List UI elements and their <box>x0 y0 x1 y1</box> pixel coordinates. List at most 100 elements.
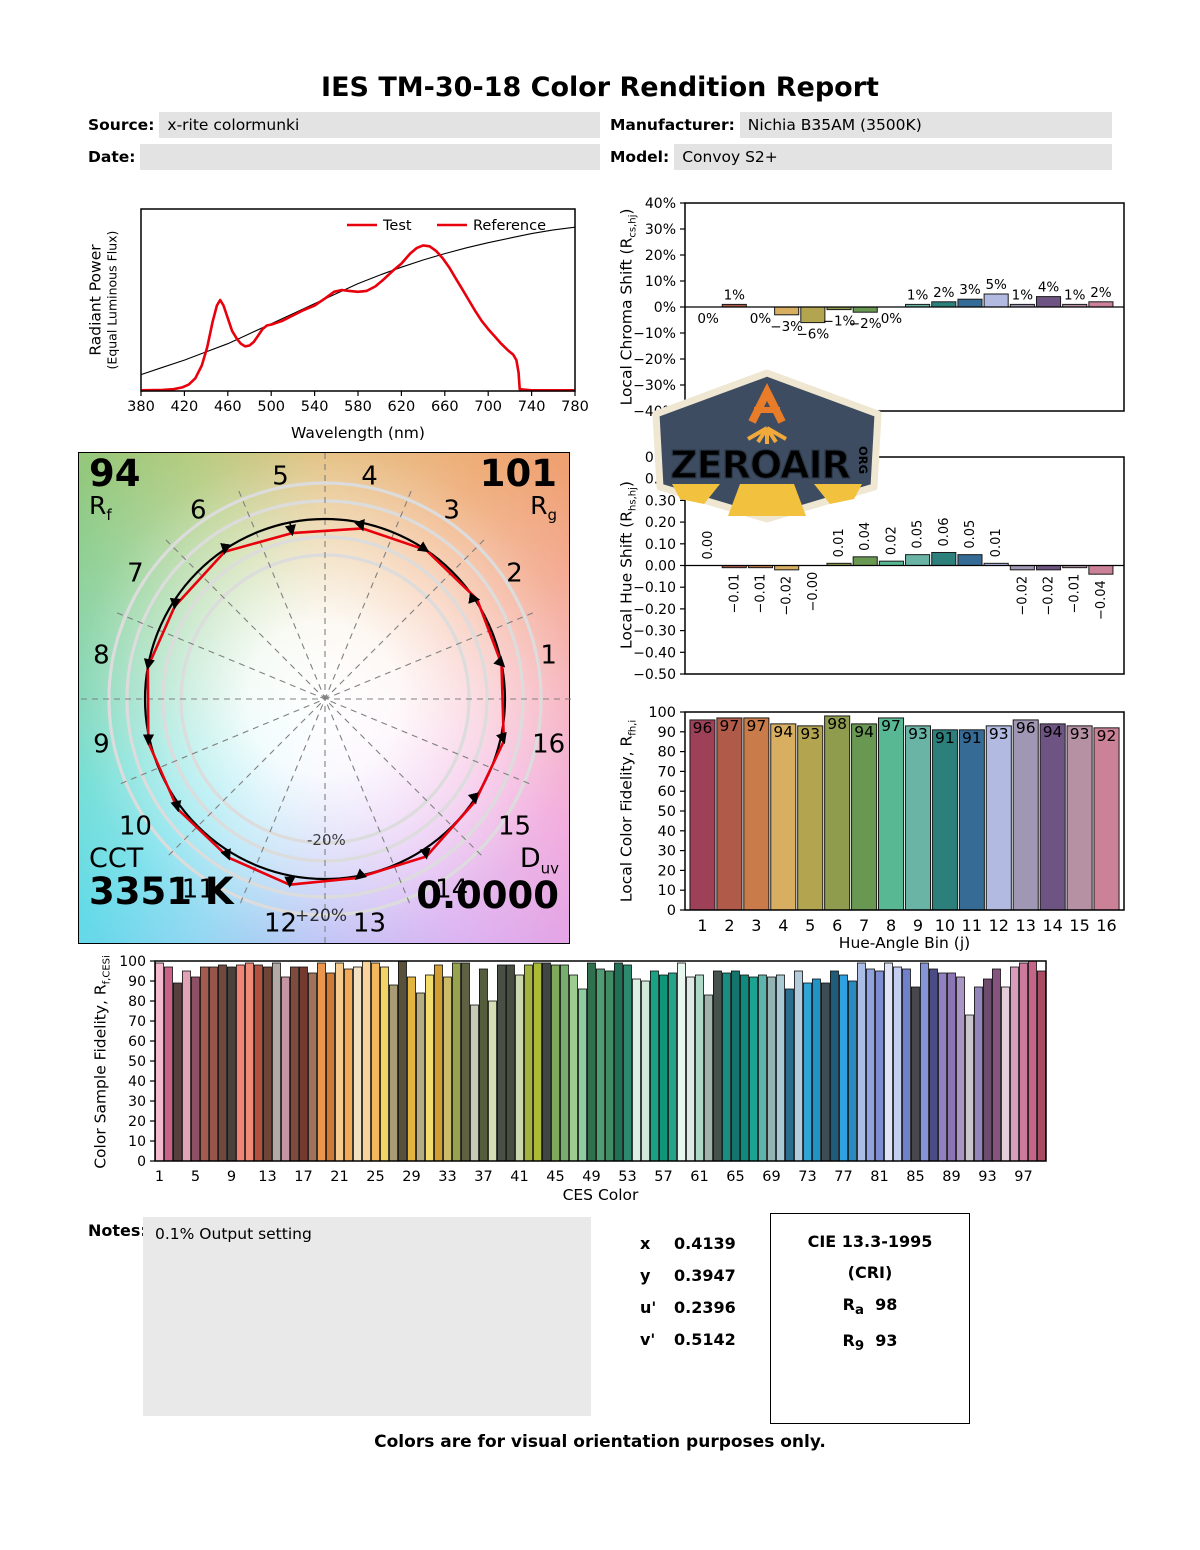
svg-text:3: 3 <box>751 916 761 935</box>
spd-series-test <box>140 244 575 392</box>
svg-text:500: 500 <box>257 399 285 415</box>
svg-text:70: 70 <box>658 764 676 780</box>
cvg-bin-label-12: 12 <box>264 909 297 939</box>
ces-bar-48 <box>577 988 587 1162</box>
ces-bar-51 <box>605 970 614 1162</box>
svg-text:98: 98 <box>827 715 847 733</box>
ces-bar-41 <box>514 974 524 1162</box>
hue-bar-11 <box>957 554 983 567</box>
svg-text:−0.01: −0.01 <box>727 574 742 614</box>
ces-bar-96 <box>1010 966 1019 1162</box>
ces-bar-74 <box>812 978 821 1162</box>
ces-bar-89 <box>947 972 956 1162</box>
date-value <box>140 144 600 170</box>
svg-text:0.04: 0.04 <box>858 522 873 551</box>
ces-bar-54 <box>632 978 641 1162</box>
manufacturer-field: Manufacturer: Nichia B35AM (3500K) <box>610 112 1112 138</box>
model-value: Convoy S2+ <box>674 144 1112 170</box>
cvg-bin-label-15: 15 <box>498 812 531 842</box>
ces-bar-82 <box>884 962 893 1162</box>
ces-bar-83 <box>893 966 902 1162</box>
ces-bar-34 <box>451 962 461 1162</box>
zeroair-wordmark: ZEROAIR <box>670 443 851 487</box>
ces-bar-39 <box>496 964 506 1162</box>
spd-ylabel: Radiant Power (Equal Luminous Flux) <box>86 230 120 370</box>
ces-bar-75 <box>821 982 830 1162</box>
svg-text:−2%: −2% <box>849 316 882 332</box>
duv-readout: Duv 0.0000 <box>416 843 559 917</box>
svg-text:93: 93 <box>800 725 820 743</box>
ces-bar-76 <box>830 970 839 1162</box>
cvg-bin-label-1: 1 <box>540 641 557 671</box>
svg-text:93: 93 <box>978 1169 996 1185</box>
ces-bar-58 <box>668 972 677 1162</box>
svg-text:29: 29 <box>402 1169 420 1185</box>
ces-fidelity-chart: 100 90 80 70 60 50 40 30 20 10 0 1 5 9 13 17 21 25 29 33 37 4… <box>85 954 1150 1205</box>
ces-bar-63 <box>713 970 722 1162</box>
svg-text:4: 4 <box>778 916 788 935</box>
fidelity-bar-16 <box>1093 727 1120 911</box>
ces-bar-77 <box>839 974 848 1162</box>
svg-text:97: 97 <box>1014 1169 1032 1185</box>
ces-bar-59 <box>677 962 686 1162</box>
ces-bar-23 <box>352 966 362 1162</box>
fidelity-bar-15 <box>1066 725 1093 911</box>
manufacturer-label: Manufacturer: <box>610 116 735 134</box>
svg-text:11: 11 <box>962 916 982 935</box>
cvg-bin-label-5: 5 <box>272 461 289 491</box>
spd-xlabel: Wavelength (nm) <box>291 424 425 442</box>
svg-text:0.01: 0.01 <box>989 528 1004 557</box>
svg-text:10: 10 <box>658 883 676 899</box>
svg-text:80: 80 <box>658 745 676 761</box>
svg-text:50: 50 <box>658 804 676 820</box>
svg-text:90: 90 <box>658 725 676 741</box>
ces-bar-94 <box>992 968 1001 1162</box>
svg-text:−0.04: −0.04 <box>1094 580 1109 620</box>
fidelity-bar-13 <box>1012 719 1039 911</box>
ces-ylabel: Color Sample Fidelity, Rf,CESi <box>91 955 113 1169</box>
ces-bar-81 <box>875 970 884 1162</box>
svg-text:1: 1 <box>155 1169 164 1185</box>
chroma-bar-7 <box>852 306 878 313</box>
svg-text:49: 49 <box>582 1169 600 1185</box>
svg-text:700: 700 <box>474 399 502 415</box>
svg-text:740: 740 <box>518 399 546 415</box>
cvg-bin-label-8: 8 <box>93 641 110 671</box>
svg-text:14: 14 <box>1042 916 1062 935</box>
svg-text:780: 780 <box>561 399 589 415</box>
ces-bar-22 <box>343 968 353 1162</box>
svg-text:30%: 30% <box>645 222 676 238</box>
ces-bar-88 <box>938 972 947 1162</box>
svg-text:460: 460 <box>214 399 242 415</box>
svg-text:97: 97 <box>746 717 766 735</box>
ces-bar-11 <box>244 962 254 1162</box>
svg-text:−0.40: −0.40 <box>633 645 676 661</box>
badge-hexagon <box>652 369 882 523</box>
svg-text:40: 40 <box>128 1074 146 1090</box>
svg-text:10: 10 <box>128 1134 146 1150</box>
ces-bar-35 <box>460 962 470 1162</box>
ces-bar-4 <box>182 970 191 1162</box>
svg-text:0.00: 0.00 <box>645 559 676 575</box>
report-title: IES TM-30-18 Color Rendition Report <box>321 72 879 103</box>
svg-text:2: 2 <box>724 916 734 935</box>
source-field: Source: x-rite colormunki <box>88 112 600 138</box>
hue-bar-8 <box>878 560 904 567</box>
header-row-1: Source: x-rite colormunki Manufacturer: … <box>88 112 1112 138</box>
ces-bar-62 <box>704 994 713 1162</box>
svg-text:40%: 40% <box>645 196 676 212</box>
zeroair-watermark-badge: ZEROAIR ORG <box>644 368 890 524</box>
hue-bar-9 <box>905 554 931 567</box>
ces-bar-99 <box>1037 970 1046 1162</box>
ces-bar-37 <box>478 968 488 1162</box>
ces-bar-55 <box>641 980 650 1162</box>
hue-bar-4 <box>774 565 800 571</box>
svg-text:93: 93 <box>908 725 928 743</box>
svg-text:0.02: 0.02 <box>884 526 899 555</box>
svg-text:96: 96 <box>693 719 713 737</box>
svg-text:0%: 0% <box>750 311 772 327</box>
svg-text:93: 93 <box>989 725 1009 743</box>
cri-r9: R9 93 <box>842 1331 898 1355</box>
svg-text:85: 85 <box>906 1169 924 1185</box>
